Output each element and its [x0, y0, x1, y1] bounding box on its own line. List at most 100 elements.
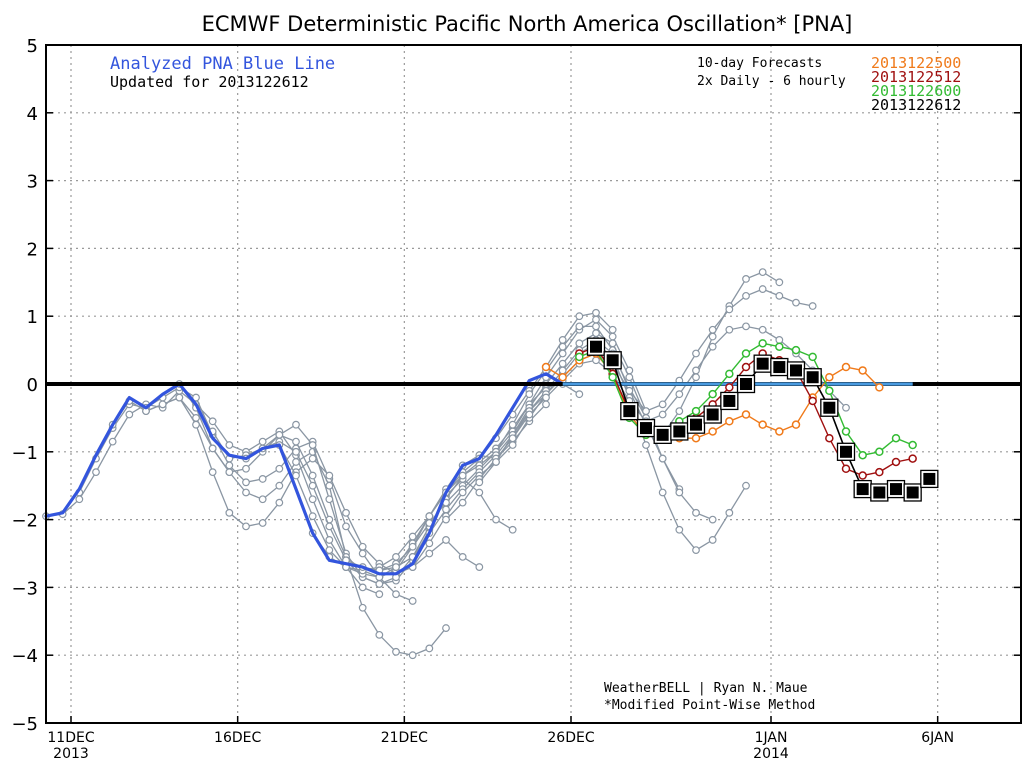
past-forecast-point	[192, 420, 200, 429]
grid-layer	[46, 45, 1021, 723]
forecast-point-2013122612	[590, 340, 602, 353]
forecast-point-2013122500	[858, 366, 867, 375]
y-tick-label: −3	[11, 578, 38, 599]
past-forecast-point	[625, 386, 634, 395]
past-forecast-point	[392, 563, 400, 571]
x-tick-sublabel: 2013	[53, 746, 89, 762]
past-forecast-point	[208, 417, 217, 426]
forecast-point-2013122512	[808, 396, 817, 406]
past-forecast-point	[458, 552, 467, 561]
past-forecast-point	[658, 410, 667, 419]
forecast-point-2013122600	[791, 345, 801, 355]
forecast-point-2013122612	[823, 401, 836, 414]
past-forecast-point	[442, 515, 450, 524]
past-forecast-point	[425, 539, 434, 548]
analysis-layer	[44, 372, 565, 576]
past-forecast-point	[308, 512, 317, 521]
past-forecast-point	[208, 444, 217, 453]
past-forecast-point	[225, 468, 234, 477]
past-forecast-point	[242, 464, 250, 473]
forecast-point-2013122512	[908, 454, 917, 463]
analysis-line	[44, 372, 565, 576]
past-forecast-point	[175, 393, 184, 402]
forecast-point-2013122512	[858, 471, 867, 480]
past-forecast-point	[558, 342, 567, 351]
credit-line-2: *Modified Point-Wise Method	[604, 698, 815, 713]
x-tick-label: 16DEC	[214, 730, 261, 746]
past-forecast-point	[225, 461, 234, 470]
past-forecast-point	[558, 359, 567, 368]
past-forecast-point	[725, 305, 734, 314]
past-forecast-point	[392, 552, 400, 561]
past-forecast-point	[775, 336, 784, 344]
past-forecast-point	[425, 549, 434, 558]
forecast-point-2013122612	[906, 486, 919, 499]
past-forecast-point	[658, 454, 667, 463]
past-forecast-point	[842, 403, 850, 412]
forecast-point-2013122612	[673, 425, 686, 438]
past-forecast-point	[408, 542, 417, 551]
past-forecast-point	[408, 532, 417, 541]
forecast-point-2013122512	[875, 467, 884, 477]
legend-title-1: 10-day Forecasts	[697, 56, 822, 71]
past-forecast-point	[258, 475, 267, 483]
past-forecast-point	[692, 349, 700, 358]
forecast-point-2013122612	[856, 483, 869, 496]
forecast-point-2013122600	[608, 372, 617, 382]
past-forecast-point	[642, 441, 650, 449]
forecast-point-2013122512	[725, 383, 734, 392]
forecast-point-2013122500	[691, 433, 701, 443]
y-tick-label: −2	[11, 511, 38, 532]
past-forecast-point	[742, 275, 750, 283]
past-forecast-point	[775, 278, 784, 287]
past-forecast-point	[775, 291, 784, 300]
forecast-point-2013122512	[741, 362, 751, 372]
past-forecast-point	[608, 332, 617, 341]
past-forecast-point	[208, 468, 217, 477]
forecast-point-2013122600	[891, 433, 901, 443]
past-forecast-point	[575, 339, 584, 348]
forecast-point-2013122612	[706, 408, 719, 421]
forecast-point-2013122612	[873, 486, 886, 499]
past-forecast-point	[675, 488, 684, 497]
past-forecast-point	[592, 322, 600, 331]
past-forecast-point	[708, 325, 717, 334]
x-tick-label: 6JAN	[921, 730, 954, 746]
forecast-point-2013122600	[741, 349, 751, 358]
past-forecast-point	[258, 519, 267, 527]
forecast-point-2013122612	[806, 371, 819, 384]
forecast-point-2013122612	[623, 405, 636, 418]
past-forecast-point	[292, 458, 300, 466]
y-tick-label: 2	[27, 239, 38, 260]
chart-title: ECMWF Deterministic Pacific North Americ…	[202, 12, 853, 36]
past-forecast-point	[592, 356, 600, 365]
past-forecast-point	[508, 441, 517, 449]
forecast-point-2013122500	[725, 417, 734, 426]
forecast-point-2013122612	[740, 378, 752, 390]
past-forecast-point	[758, 325, 767, 334]
past-forecast-point	[542, 393, 550, 402]
forecast-point-2013122500	[775, 427, 784, 436]
past-forecast-point	[675, 407, 684, 416]
y-tick-label: −4	[11, 646, 38, 667]
past-forecast-point	[492, 515, 500, 524]
past-forecast-point	[658, 488, 667, 497]
forecast-point-2013122612	[640, 422, 652, 435]
past-forecast-point	[792, 298, 800, 307]
past-forecast-point	[342, 522, 350, 531]
past-forecast-point	[325, 481, 334, 490]
past-forecast-point	[692, 508, 700, 517]
forecast-point-2013122600	[691, 406, 701, 416]
past-forecast-point	[275, 430, 284, 439]
past-forecast-point	[742, 322, 750, 331]
forecast-point-2013122612	[840, 445, 852, 458]
past-forecast-point	[592, 315, 600, 324]
past-forecast-point	[225, 508, 234, 517]
forecast-point-2013122612	[756, 357, 769, 370]
past-forecast-point	[758, 285, 767, 293]
past-forecast-point	[442, 536, 450, 544]
past-forecast-point	[425, 644, 434, 653]
past-forecast-point	[408, 597, 417, 605]
